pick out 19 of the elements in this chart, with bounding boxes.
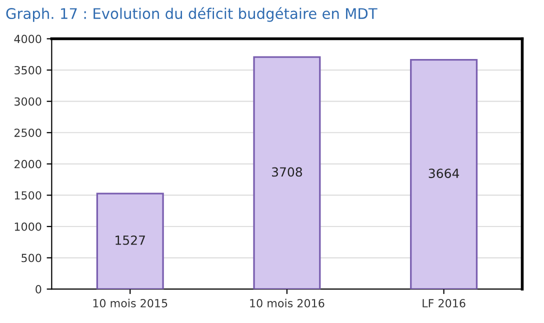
- bar: [410, 58, 478, 290]
- y-tick-label: 1500: [14, 191, 42, 200]
- y-tick-label: 3000: [14, 97, 42, 106]
- y-tick-label: 1000: [14, 222, 42, 231]
- x-tick-label: 10 mois 2016: [250, 298, 324, 308]
- data-label: 3664: [428, 168, 460, 178]
- y-tick-label: 2500: [14, 128, 42, 138]
- x-tick-label: LF 2016: [422, 299, 466, 308]
- data-label: 3708: [272, 167, 302, 177]
- x-tick-label: 10 mois 2015: [93, 298, 168, 308]
- y-tick-label: 0: [36, 285, 42, 294]
- y-tick-label: 2000: [14, 160, 42, 168]
- bar: [96, 192, 164, 290]
- y-tick-label: 3500: [14, 66, 42, 74]
- chart-title: Graph. 17 : Evolution du déficit budgétaire en MDT: [6, 7, 378, 22]
- bar: [253, 56, 321, 290]
- data-label: 1527: [116, 235, 145, 245]
- y-tick-label: 4000: [14, 34, 42, 44]
- y-tick-label: 500: [22, 254, 42, 262]
